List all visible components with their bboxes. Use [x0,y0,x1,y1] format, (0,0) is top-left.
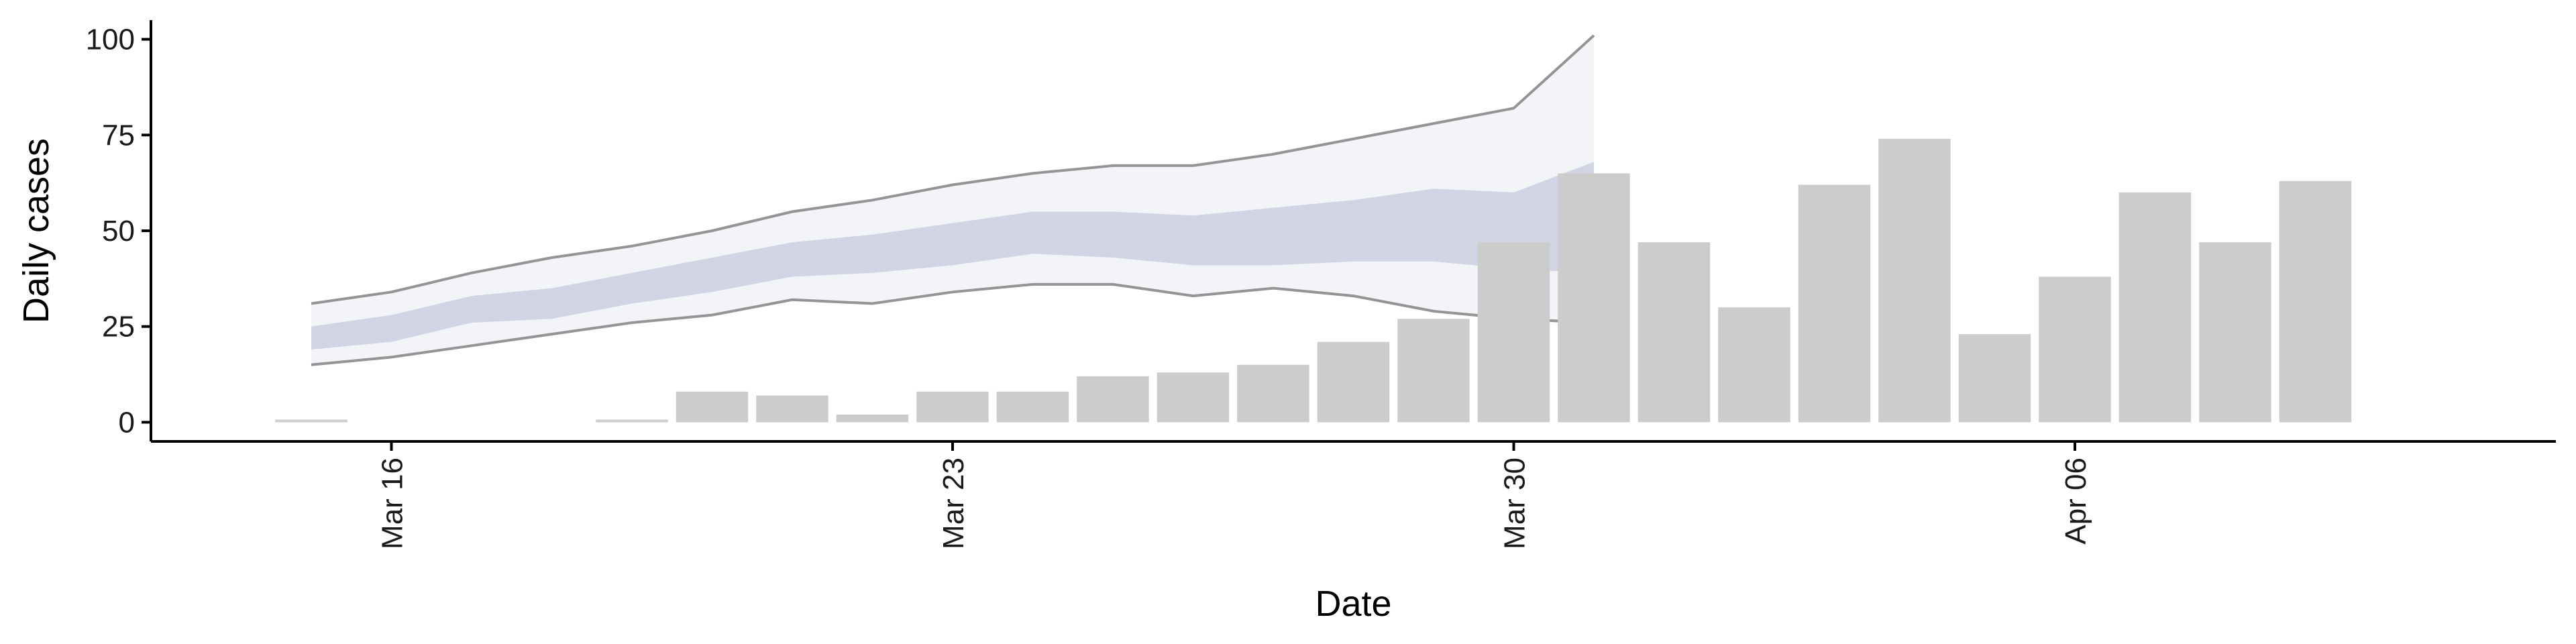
bar-2020-03-27 [1237,364,1309,423]
y-tick-label: 50 [102,215,135,248]
bar-2020-04-01 [1638,242,1711,423]
bar-2020-03-25 [1077,376,1149,423]
y-tick-label: 25 [102,311,135,343]
x-tick-label: Mar 23 [937,458,970,549]
bar-2020-03-20 [676,391,749,423]
bar-2020-03-26 [1157,372,1230,423]
y-tick-label: 100 [86,23,135,56]
forecast-lower-line [311,282,1595,366]
y-axis-title: Daily cases [16,138,56,323]
bar-2020-03-24 [996,391,1069,423]
bar-2020-04-03 [1798,184,1871,423]
bar-2020-03-15 [275,419,347,423]
bar-2020-04-02 [1718,307,1790,423]
bar-2020-03-30 [1477,242,1550,423]
bar-layer [275,139,2352,423]
forecast-band-layer [311,34,1595,366]
y-ticks: 0 25 50 75 100 [86,23,151,439]
bar-2020-03-28 [1317,341,1390,423]
bar-2020-03-31 [1558,173,1630,423]
forecast-upper-line [311,34,1595,305]
y-tick-label: 0 [119,406,135,439]
y-tick-label: 75 [102,119,135,152]
x-tick-label: Apr 06 [2059,458,2092,545]
bar-2020-04-09 [2279,180,2352,423]
bar-2020-03-21 [756,395,828,423]
bar-2020-03-23 [916,391,989,423]
x-tick-label: Mar 30 [1499,458,1532,549]
x-ticks: Mar 16 Mar 23 Mar 30 Apr 06 [376,441,2092,549]
bar-2020-03-19 [596,419,668,423]
bar-2020-04-06 [2039,276,2111,423]
bar-2020-04-05 [1958,334,2031,423]
bar-2020-04-04 [1878,139,1951,423]
bar-2020-04-08 [2199,242,2271,423]
x-tick-label: Mar 16 [376,458,409,549]
bar-2020-04-07 [2118,192,2192,423]
bar-2020-03-29 [1397,319,1470,423]
bar-2020-03-22 [836,415,909,423]
forecast-inner-band [311,162,1594,350]
x-axis-title: Date [1315,584,1391,624]
